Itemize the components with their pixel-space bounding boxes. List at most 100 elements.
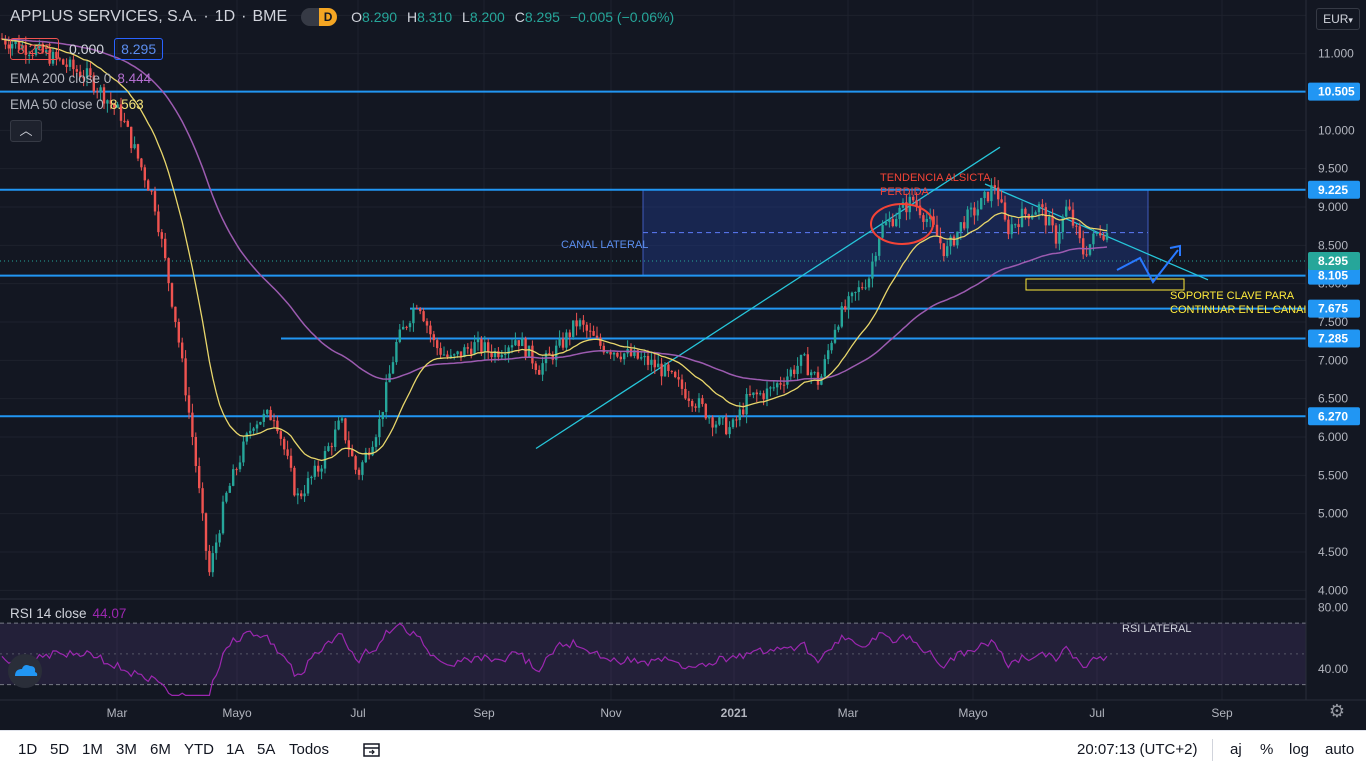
candle-body	[895, 219, 898, 227]
interval[interactable]: 1D	[214, 8, 236, 25]
candle-body	[830, 342, 833, 351]
bid-box[interactable]: 8.295	[10, 38, 60, 60]
symbol-name[interactable]: APPLUS SERVICES, S.A.	[10, 8, 198, 25]
clock-timezone[interactable]: 20:07:13 (UTC+2)	[1077, 741, 1198, 758]
candle-body	[1078, 226, 1081, 239]
candle-body	[415, 308, 418, 310]
candle-body	[306, 478, 310, 494]
currency-select[interactable]: EUR▾	[1316, 8, 1360, 30]
candle-body	[575, 320, 578, 327]
candle-body	[208, 550, 211, 573]
candle-body	[351, 449, 354, 457]
level-tag-label: 7.285	[1318, 331, 1348, 345]
candle-body	[187, 395, 191, 413]
candle-body	[439, 348, 442, 355]
candle-body	[480, 338, 483, 353]
candle-body	[602, 345, 605, 353]
candle-body	[99, 87, 102, 93]
timeframe-1m[interactable]: 1M	[82, 741, 103, 758]
timeframe-3m[interactable]: 3M	[116, 741, 137, 758]
candle-body	[1082, 238, 1085, 255]
timeframe-6m[interactable]: 6M	[150, 741, 171, 758]
timeframe-1d[interactable]: 1D	[18, 741, 38, 758]
chart-area[interactable]: TENDENCIA ALSICTA PERDIDA CANAL LATERAL SOP…	[0, 0, 1366, 730]
candle-body	[504, 353, 507, 355]
candle-body	[657, 363, 660, 368]
time-axis[interactable]: Mar Mayo Jul Sep Nov 2021 Mar Mayo Jul Sep	[0, 699, 1366, 720]
scale-option[interactable]: log	[1289, 741, 1310, 758]
candle-body	[126, 120, 129, 127]
candle-body	[905, 202, 908, 213]
timeframe-5a[interactable]: 5A	[257, 741, 276, 758]
candle-body	[660, 363, 663, 377]
open-label: O	[351, 9, 363, 25]
candle-body	[45, 50, 48, 53]
candle-body	[983, 191, 986, 199]
badge-left	[301, 8, 320, 26]
candle-body	[833, 329, 837, 343]
candle-body	[684, 388, 687, 399]
ema50-legend[interactable]: EMA 50 close 0 8.563	[10, 97, 144, 112]
gear-icon[interactable]: ⚙	[1328, 701, 1346, 721]
candle-body	[364, 452, 367, 463]
candle-body	[476, 338, 480, 343]
candle-body	[497, 351, 500, 358]
candle-body	[674, 371, 677, 378]
candle-body	[170, 283, 174, 307]
candle-body	[38, 43, 41, 48]
candle-body	[952, 236, 956, 246]
scale-option[interactable]: %	[1260, 741, 1274, 758]
candle-body	[470, 348, 473, 355]
candle-body	[296, 493, 299, 496]
candle-body	[918, 205, 922, 216]
candle-body	[623, 353, 626, 360]
timeframe-ytd[interactable]: YTD	[184, 741, 214, 758]
candle-body	[565, 332, 568, 348]
candle-body	[925, 218, 928, 222]
scale-option[interactable]: auto	[1325, 741, 1355, 758]
candle-body	[449, 355, 452, 358]
time-tick-label: Sep	[1211, 706, 1233, 720]
ema200-legend[interactable]: EMA 200 close 0 8.444	[10, 71, 151, 86]
annotation-line: PERDIDA	[880, 186, 930, 198]
candle-body	[837, 326, 840, 330]
lateral-channel	[642, 189, 1149, 277]
candle-body	[286, 449, 289, 456]
candle-body	[708, 417, 711, 419]
spread: 0.000	[69, 41, 105, 57]
timeframe-5d[interactable]: 5D	[50, 741, 70, 758]
candle-body	[653, 359, 656, 368]
candle-body	[558, 338, 561, 346]
candle-body	[191, 412, 194, 438]
time-tick-label: Sep	[473, 706, 495, 720]
candle-body	[534, 363, 537, 370]
date-range-icon[interactable]	[362, 741, 382, 759]
candle-body	[245, 433, 248, 442]
candle-body	[942, 243, 945, 257]
timeframe-todos[interactable]: Todos	[289, 741, 330, 758]
candle-body	[453, 354, 456, 356]
candle-body	[391, 362, 395, 374]
candle-body	[334, 429, 337, 447]
high-label: H	[406, 9, 418, 25]
candle-body	[1095, 232, 1098, 234]
rsi-legend[interactable]: RSI 14 close 44.07	[10, 606, 126, 621]
candle-body	[1014, 224, 1017, 226]
scale-option[interactable]: aj	[1230, 741, 1242, 758]
tradingview-logo[interactable]	[8, 654, 42, 688]
ask-box[interactable]: 8.295	[114, 38, 164, 60]
market-status-badge[interactable]: D	[301, 8, 338, 26]
candle-body	[1017, 224, 1020, 227]
level-tag	[1308, 329, 1360, 348]
close-label: C	[514, 9, 525, 25]
candle-body	[680, 379, 684, 389]
timeframe-1a[interactable]: 1A	[226, 741, 245, 758]
price-axis[interactable]: 11.00010.50010.0009.5009.0008.5008.0007.…	[1305, 0, 1366, 700]
candle-body	[218, 533, 221, 543]
candle-body	[238, 462, 242, 470]
collapse-legend-button[interactable]: ︿	[10, 120, 42, 142]
current-price-label: 8.295	[1318, 254, 1348, 268]
candle-body	[993, 185, 996, 188]
candle-body	[58, 58, 61, 60]
candle-body	[514, 340, 517, 346]
